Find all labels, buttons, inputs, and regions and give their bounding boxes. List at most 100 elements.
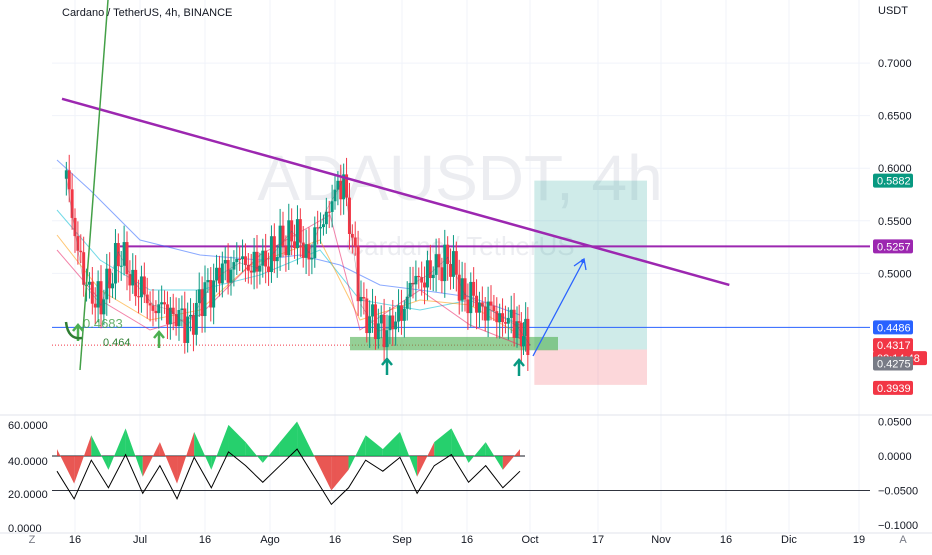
price-point <box>169 309 172 311</box>
candle-body <box>301 242 305 258</box>
candle-body <box>399 305 403 321</box>
candle-body <box>105 268 109 300</box>
candle-body <box>148 303 152 306</box>
osc-left-tick: 40.0000 <box>8 456 48 468</box>
candle-body <box>425 260 429 288</box>
time-tick-label: 16 <box>69 534 81 546</box>
candle-body <box>246 264 250 271</box>
candle-body <box>509 309 513 318</box>
candle-body <box>440 267 444 282</box>
candle-body <box>116 243 120 267</box>
price-point <box>429 272 432 275</box>
price-point <box>238 262 241 264</box>
candle-body <box>165 304 169 325</box>
candle-body <box>87 281 91 285</box>
candle-body <box>160 302 164 305</box>
candle-body <box>113 243 117 284</box>
support-zone <box>350 336 558 351</box>
candle-body <box>324 211 328 225</box>
price-badge-target <box>873 173 913 188</box>
price-point <box>377 330 380 332</box>
candle-body <box>457 274 461 301</box>
candle-body <box>171 307 175 315</box>
candle-body <box>368 316 372 334</box>
price-point <box>529 344 531 346</box>
candle-body <box>275 257 279 262</box>
price-tick-label: 0.7000 <box>878 58 912 70</box>
candle-body <box>423 282 427 288</box>
candle-body <box>486 301 490 321</box>
annotation-label-a: 0.4683 <box>83 316 123 331</box>
candle-body <box>451 251 455 277</box>
candle-body <box>342 174 346 200</box>
candle-body <box>434 254 438 275</box>
up-arrow-icon-head <box>153 330 165 339</box>
candle-body <box>391 315 395 330</box>
osc-histogram-area <box>57 449 75 484</box>
candle-body <box>238 258 242 260</box>
osc-signal-line <box>56 448 521 506</box>
time-tick-label: Nov <box>651 534 671 546</box>
candle-body <box>483 306 487 321</box>
price-point <box>446 256 449 259</box>
candle-body <box>229 269 233 283</box>
osc-left-tick: 0.0000 <box>8 523 42 535</box>
candle-body <box>327 211 331 213</box>
osc-histogram-area <box>194 431 212 470</box>
candle-body <box>125 242 129 275</box>
symbol-title: Cardano / TetherUS, 4h, BINANCE <box>62 7 233 19</box>
price-tick-label: 0.5000 <box>878 268 912 280</box>
candle-body <box>258 265 262 272</box>
candle-body <box>359 297 363 302</box>
time-tick-label: 16 <box>329 534 341 546</box>
candle-body <box>408 282 412 297</box>
candle-body <box>463 278 467 300</box>
price-point <box>204 293 206 296</box>
corner-right-label: A <box>899 534 907 546</box>
candle-body <box>524 318 528 337</box>
price-point <box>273 251 276 254</box>
osc-histogram-area <box>108 428 126 470</box>
time-tick-label: Oct <box>521 534 538 546</box>
price-badge-support <box>873 320 913 335</box>
candle-body <box>209 280 213 308</box>
candle-body <box>336 180 340 190</box>
price-badge-resistance <box>873 239 913 254</box>
osc-histogram-area <box>399 431 418 477</box>
price-point <box>360 304 362 306</box>
candle-body <box>414 275 418 285</box>
candle-body <box>261 250 265 266</box>
candle-body <box>163 302 167 305</box>
candle-body <box>428 260 432 279</box>
price-point <box>290 230 293 233</box>
candle-body <box>194 302 198 335</box>
candle-body <box>472 281 476 296</box>
price-badge-text-resistance: 0.5257 <box>877 241 911 253</box>
steep-green-line <box>79 0 109 371</box>
time-tick-label: 17 <box>592 534 604 546</box>
candle-body <box>139 276 143 298</box>
candle-body <box>347 197 351 234</box>
up-arrow-icon-head <box>513 358 525 367</box>
candle-body <box>475 295 479 313</box>
price-point <box>464 293 466 296</box>
candle-body <box>278 225 282 258</box>
osc-histogram-area <box>451 428 469 463</box>
time-tick-label: Jul <box>133 534 147 546</box>
candle-body <box>522 336 525 347</box>
candle-body <box>186 316 190 343</box>
price-tick-label: 0.6000 <box>878 163 912 175</box>
curved-arrow-icon <box>64 321 83 340</box>
projection-arrow-head <box>573 257 587 271</box>
candle-body <box>437 254 441 268</box>
osc-histogram-area <box>417 442 435 477</box>
candle-body <box>267 266 271 273</box>
candle-body <box>154 310 158 314</box>
price-point <box>152 304 154 306</box>
candle-body <box>519 322 523 347</box>
candle-body <box>298 219 302 243</box>
candle-body <box>330 201 334 212</box>
candle-body <box>284 246 288 256</box>
